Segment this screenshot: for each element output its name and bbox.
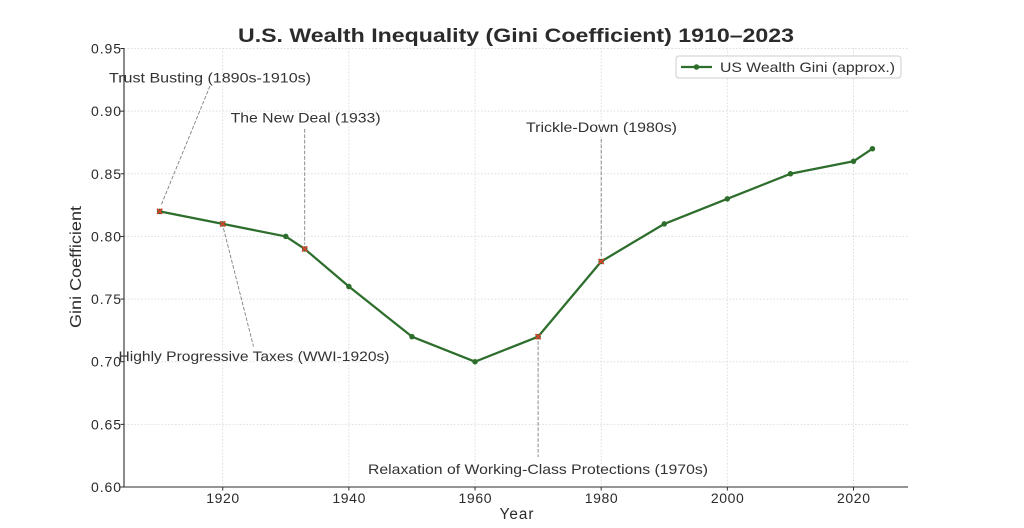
- svg-text:Gini Coefficient: Gini Coefficient: [68, 205, 85, 328]
- svg-text:0.80: 0.80: [91, 228, 121, 244]
- svg-text:1940: 1940: [332, 490, 365, 506]
- svg-text:Relaxation of Working-Class Pr: Relaxation of Working-Class Protections …: [368, 461, 708, 477]
- svg-text:Highly Progressive Taxes (WWI-: Highly Progressive Taxes (WWI-1920s): [119, 348, 390, 364]
- svg-text:0.95: 0.95: [91, 41, 121, 57]
- svg-text:0.75: 0.75: [91, 291, 121, 307]
- svg-text:The New Deal (1933): The New Deal (1933): [231, 110, 381, 126]
- svg-text:2020: 2020: [837, 490, 870, 506]
- svg-text:1960: 1960: [459, 490, 492, 506]
- svg-text:0.70: 0.70: [91, 354, 121, 370]
- svg-text:0.60: 0.60: [91, 479, 121, 495]
- svg-text:2000: 2000: [711, 490, 744, 506]
- svg-text:1980: 1980: [585, 490, 618, 506]
- svg-text:US Wealth Gini (approx.): US Wealth Gini (approx.): [720, 59, 895, 75]
- svg-text:Trust Busting (1890s-1910s): Trust Busting (1890s-1910s): [109, 70, 311, 86]
- svg-text:0.65: 0.65: [91, 416, 121, 432]
- svg-text:1920: 1920: [206, 490, 239, 506]
- svg-text:Trickle-Down (1980s): Trickle-Down (1980s): [526, 119, 677, 135]
- svg-text:0.85: 0.85: [91, 166, 121, 182]
- svg-text:Year: Year: [500, 506, 534, 523]
- svg-text:U.S. Wealth Inequality (Gini C: U.S. Wealth Inequality (Gini Coefficient…: [238, 25, 794, 47]
- svg-text:0.90: 0.90: [91, 103, 121, 119]
